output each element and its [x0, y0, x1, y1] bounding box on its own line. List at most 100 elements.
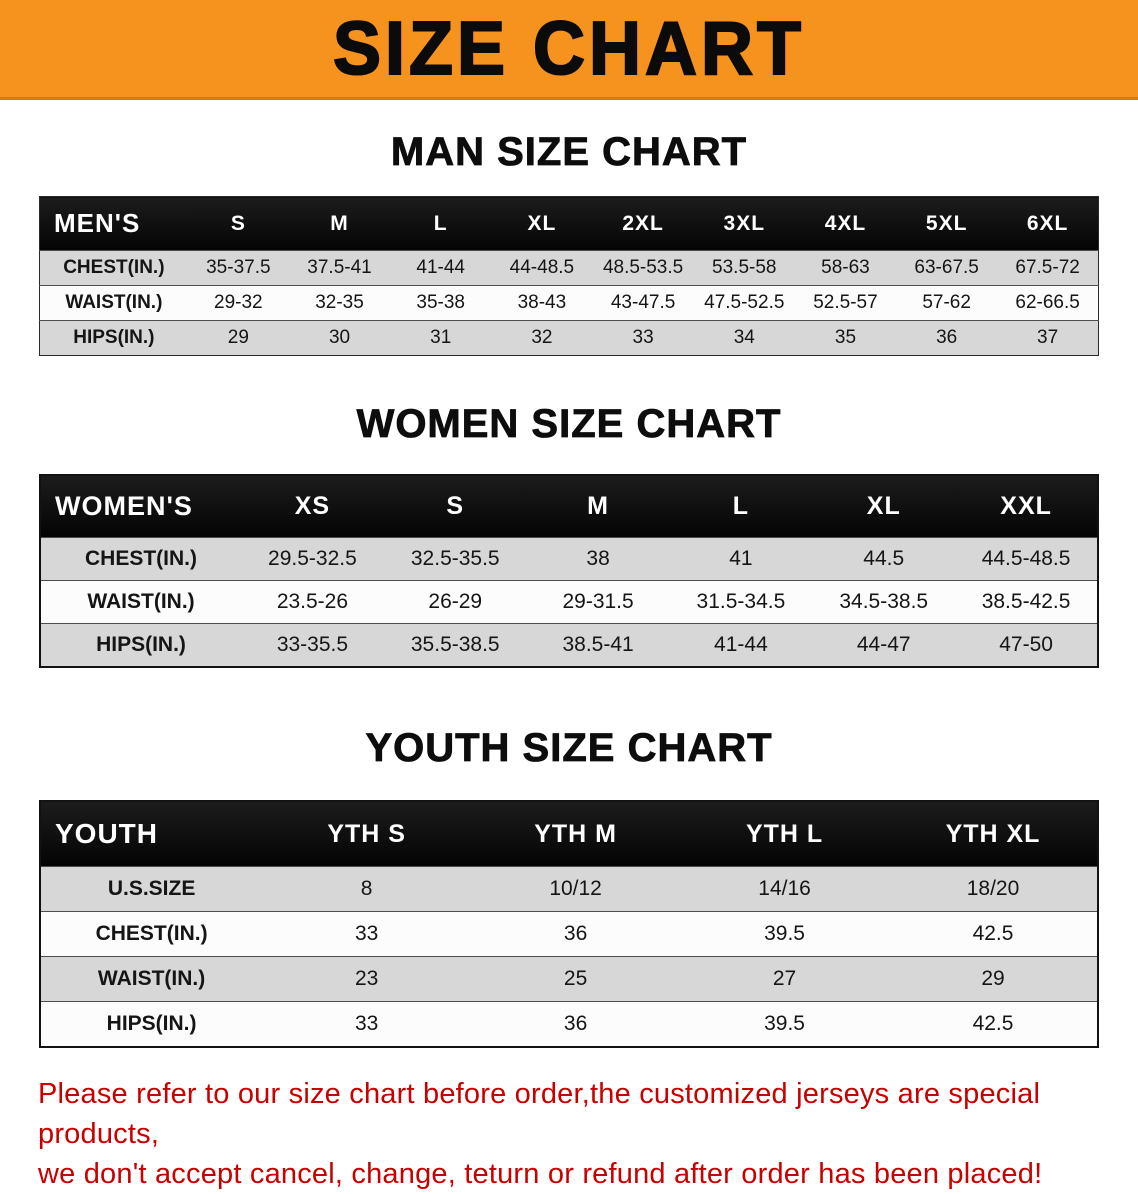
youth-size-section: YOUTH SIZE CHART YOUTH YTH S YTH M YTH L YTH … [39, 726, 1099, 1048]
measurement-value: 29-32 [214, 292, 263, 313]
measurement-value: 43-47.5 [610, 292, 676, 313]
women-size-column-header: M [526, 475, 670, 538]
men-size-chart-heading: MAN SIZE CHART [390, 130, 748, 175]
measurement-value: 37.5-41 [307, 257, 372, 278]
measurement-label: WAIST(IN.) [65, 292, 163, 313]
youth-size-column-header: YTH L [680, 801, 890, 867]
measurement-value: 38-43 [517, 292, 567, 313]
measurement-value: 29 [227, 327, 249, 348]
measurement-value: 38.5-41 [562, 633, 634, 656]
measurement-label: HIPS(IN.) [106, 1012, 197, 1035]
men-size-column-header: XL [491, 196, 593, 251]
measurement-value: 14/16 [758, 877, 811, 900]
measurement-value: 42.5 [972, 922, 1014, 945]
measurement-value: 26-29 [428, 590, 483, 613]
measurement-value: 39.5 [764, 1012, 805, 1035]
measurement-label: WAIST(IN.) [97, 967, 206, 990]
measurement-value: 32-35 [315, 292, 364, 313]
measurement-value: 32.5-35.5 [410, 547, 500, 570]
measurement-value: 44-47 [856, 633, 911, 656]
measurement-label: U.S.SIZE [107, 877, 196, 900]
men-table-row: WAIST(IN.) 29-32 32-35 35-38 38-43 43-47.5 47.… [39, 285, 1099, 321]
measurement-value: 41 [729, 547, 753, 570]
disclaimer-line-2: we don't accept cancel, change, teturn o… [38, 1158, 1043, 1190]
youth-size-column-header: YTH XL [889, 801, 1098, 867]
men-size-column-header: M [288, 196, 391, 251]
youth-table-title: YOUTH [40, 801, 263, 867]
banner: SIZE CHART [0, 0, 1138, 100]
measurement-label: HIPS(IN.) [96, 633, 186, 656]
youth-size-chart-heading: YOUTH SIZE CHART [365, 726, 773, 771]
measurement-value: 25 [563, 967, 588, 990]
measurement-value: 31.5-34.5 [696, 590, 786, 613]
measurement-value: 34.5-38.5 [839, 590, 929, 613]
youth-table-row: CHEST(IN.) 33 36 39.5 42.5 [40, 911, 1098, 957]
women-size-column-header: S [383, 475, 527, 538]
measurement-value: 47-50 [999, 633, 1053, 656]
men-size-column-header: L [390, 196, 492, 251]
measurement-value: 47.5-52.5 [704, 292, 785, 313]
measurement-value: 29-31.5 [562, 590, 634, 613]
measurement-value: 42.5 [972, 1012, 1014, 1035]
measurement-value: 44.5-48.5 [981, 547, 1071, 570]
measurement-label: CHEST(IN.) [95, 922, 208, 945]
measurement-value: 57-62 [922, 292, 971, 313]
measurement-value: 31 [430, 327, 452, 348]
measurement-value: 8 [360, 877, 373, 900]
men-table-row: HIPS(IN.) 29 30 31 32 33 34 35 36 37 [39, 320, 1099, 356]
measurement-label: HIPS(IN.) [73, 327, 155, 348]
measurement-value: 33 [632, 327, 654, 348]
disclaimer: Please refer to our size chart before or… [38, 1074, 1100, 1194]
disclaimer-line-1: Please refer to our size chart before or… [38, 1078, 1041, 1150]
measurement-value: 27 [772, 967, 797, 990]
men-table-row: CHEST(IN.) 35-37.5 37.5-41 41-44 44-48.5 48.5… [39, 250, 1099, 286]
men-size-column-header: 3XL [693, 196, 795, 251]
measurement-value: 29.5-32.5 [268, 547, 357, 570]
measurement-value: 35.5-38.5 [410, 633, 500, 656]
men-table-title: MEN'S [39, 196, 188, 251]
measurement-value: 62-66.5 [1015, 292, 1080, 313]
women-table-row: WAIST(IN.) 23.5-26 26-29 29-31.5 31.5-34.5 34… [40, 580, 1098, 624]
youth-size-column-header: YTH M [471, 801, 681, 867]
youth-size-table: YOUTH YTH S YTH M YTH L YTH XL U.S.SIZE 8 10/12… [39, 800, 1099, 1048]
women-size-column-header: XL [812, 475, 956, 538]
women-table-header-row: WOMEN'S XS S M L XL XXL [40, 475, 1098, 538]
men-size-column-header: 4XL [794, 196, 897, 251]
women-table-row: CHEST(IN.) 29.5-32.5 32.5-35.5 38 41 44.5 44.5… [40, 537, 1098, 581]
women-size-column-header: XXL [955, 475, 1098, 538]
measurement-value: 29 [981, 967, 1005, 990]
men-size-table: MEN'S S M L XL 2XL 3XL 4XL 5XL 6XL CHEST(IN.) 35-37… [39, 196, 1099, 356]
measurement-value: 34 [733, 327, 755, 348]
men-size-column-header: 2XL [592, 196, 694, 251]
men-size-column-header: 6XL [997, 196, 1099, 251]
measurement-label: WAIST(IN.) [87, 590, 195, 613]
youth-table-row: WAIST(IN.) 23 25 27 29 [40, 956, 1098, 1002]
measurement-value: 63-67.5 [914, 257, 979, 278]
measurement-value: 38.5-42.5 [981, 590, 1071, 613]
measurement-value: 32 [531, 327, 553, 348]
measurement-value: 23.5-26 [276, 590, 349, 613]
measurement-value: 58-63 [821, 257, 870, 278]
women-table-title: WOMEN'S [40, 475, 242, 538]
measurement-value: 39.5 [764, 922, 805, 945]
measurement-value: 10/12 [549, 877, 602, 900]
measurement-value: 33 [354, 922, 379, 945]
measurement-value: 48.5-53.5 [602, 257, 684, 278]
measurement-value: 33 [354, 1012, 379, 1035]
men-size-column-header: S [187, 196, 289, 251]
measurement-value: 52.5-57 [813, 292, 878, 313]
measurement-value: 23 [354, 967, 379, 990]
youth-table-header-row: YOUTH YTH S YTH M YTH L YTH XL [40, 801, 1098, 867]
measurement-value: 36 [936, 327, 958, 348]
women-table-row: HIPS(IN.) 33-35.5 35.5-38.5 38.5-41 41-44 44-… [40, 623, 1098, 667]
measurement-value: 44-48.5 [509, 257, 575, 278]
men-table-header-row: MEN'S S M L XL 2XL 3XL 4XL 5XL 6XL [39, 196, 1099, 251]
measurement-value: 38 [586, 547, 610, 570]
measurement-value: 35-38 [416, 292, 466, 313]
size-chart-sections: MAN SIZE CHART MEN'S S M L XL 2XL 3XL 4XL 5XL 6XL C… [39, 130, 1099, 1048]
page-title: SIZE CHART [332, 6, 805, 91]
women-size-column-header: L [669, 475, 813, 538]
measurement-label: CHEST(IN.) [63, 257, 165, 278]
men-size-column-header: 5XL [896, 196, 998, 251]
